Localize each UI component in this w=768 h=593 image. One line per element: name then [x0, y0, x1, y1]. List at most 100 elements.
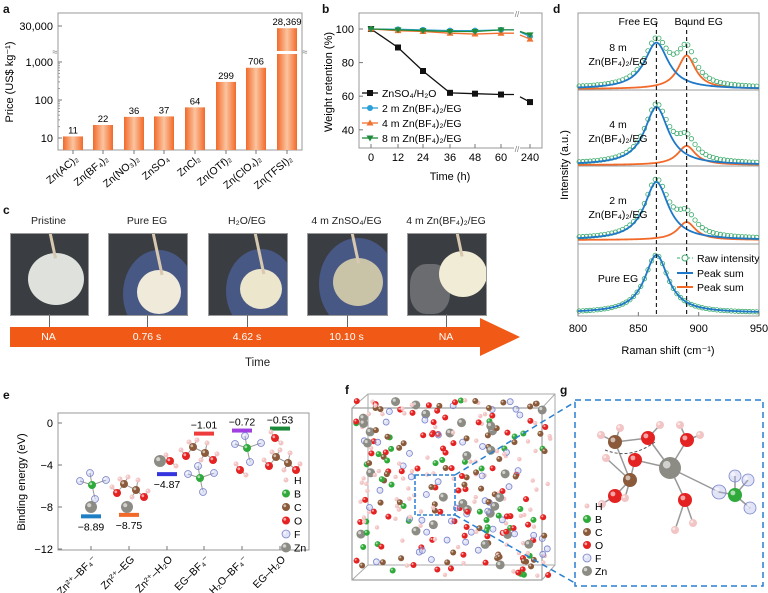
box-atom [432, 537, 438, 542]
atom-highlight [422, 418, 426, 421]
free-peak-curve-2 [577, 181, 760, 240]
atom-H-sphere [361, 476, 366, 481]
atom-highlight [397, 508, 399, 510]
box-atom [459, 473, 466, 480]
box-atom [462, 538, 470, 546]
atom-highlight [269, 430, 272, 433]
raw-point-2-27 [674, 206, 680, 212]
atom-F-sphere [530, 531, 538, 539]
atom-B-sphere [483, 527, 490, 534]
box-atom [541, 560, 546, 565]
atom-highlight [247, 459, 251, 463]
atom-highlight [362, 516, 365, 518]
box-atom [450, 549, 457, 556]
atom-H [145, 488, 151, 494]
atom-highlight [234, 462, 237, 465]
atom-highlight [677, 422, 681, 426]
box-atom [506, 398, 514, 406]
atom-highlight [469, 530, 472, 533]
raw-point-1-22 [656, 102, 662, 108]
atom-O-sphere [545, 571, 552, 578]
atom-highlight [477, 509, 481, 512]
atom-H [278, 440, 284, 446]
atom-Zn-sphere [438, 492, 448, 502]
atom-F-sphere [374, 438, 382, 446]
atom-highlight [476, 420, 479, 423]
atom-H [198, 457, 204, 463]
atom-H [109, 484, 115, 490]
atom-H [117, 476, 123, 482]
atom-B-sphere [476, 508, 483, 515]
atom-O-sphere [527, 417, 534, 424]
atom-C-sphere [272, 453, 280, 461]
atom-highlight [462, 482, 465, 485]
stack-label-name: Zn(BF₄)₂/EG [588, 56, 647, 68]
atom-highlight [436, 479, 439, 482]
box-atom [511, 433, 518, 440]
atom-highlight [364, 482, 367, 484]
box-atom [540, 514, 547, 521]
box-atom [376, 486, 384, 494]
atom-highlight [136, 478, 139, 481]
box-atom [499, 488, 506, 495]
atom-highlight [406, 487, 409, 489]
atom-O-sphere [628, 453, 642, 467]
atom-highlight [697, 432, 701, 436]
atom-H-sphere [393, 474, 398, 480]
box-atom [517, 505, 524, 512]
box-atom [525, 439, 531, 444]
atom-highlight [273, 454, 277, 458]
atom-H-sphere [530, 478, 535, 483]
atom-highlight [731, 472, 736, 477]
atom-highlight [548, 434, 550, 437]
atom-B-sphere [483, 517, 490, 524]
legend-label: Peak sum [697, 268, 744, 280]
atom-highlight [538, 431, 541, 434]
atom-F-sphere [711, 484, 727, 500]
atom-highlight [401, 407, 403, 409]
atom-H-sphere [425, 455, 430, 460]
box-atom [427, 556, 435, 563]
atom-highlight [487, 423, 492, 427]
box-atom [464, 508, 471, 515]
atom-highlight [521, 431, 524, 434]
atom-C-sphere [461, 481, 468, 488]
box-atom [373, 403, 378, 408]
atom-H [135, 477, 141, 483]
bar-data-label: 22 [98, 114, 109, 125]
atom-highlight [463, 487, 466, 490]
tick-connector [247, 314, 248, 327]
sample-title: Pristine [30, 215, 66, 227]
atom-highlight [599, 501, 603, 505]
atom-highlight [389, 446, 392, 450]
y-tick-label: 0 [47, 418, 53, 430]
atom-O-sphere [209, 456, 217, 464]
atom-O-sphere [459, 473, 466, 480]
box-atom [478, 472, 486, 480]
atom-highlight [680, 495, 686, 501]
atom-F-sphere [418, 516, 426, 524]
atom-highlight [367, 428, 371, 433]
box-atom [396, 499, 403, 506]
atom-highlight [205, 441, 208, 444]
panel-label-b: b [322, 2, 330, 16]
atom-F [246, 458, 254, 466]
cluster-atom-H [621, 494, 629, 502]
axis-break-mark: ≈ [303, 47, 308, 57]
y-tick-label: −8 [40, 502, 53, 514]
atom-highlight [528, 418, 531, 421]
atom-F-sphere [382, 418, 390, 426]
atom-H-sphere [268, 429, 274, 435]
atom-C-sphere [537, 430, 544, 437]
box-atom [484, 507, 492, 515]
box-atom [398, 555, 405, 562]
atom-highlight [541, 561, 544, 563]
box-atom [409, 469, 415, 474]
atom-H [243, 472, 249, 478]
stack-label-name: Zn(BF₄)₂/EG [588, 209, 647, 221]
atom-legend-label: B [294, 489, 301, 501]
box-atom [539, 550, 547, 558]
atom-highlight [476, 548, 479, 551]
x-tick-label: 900 [689, 323, 707, 335]
legend-atom-O [282, 516, 290, 525]
